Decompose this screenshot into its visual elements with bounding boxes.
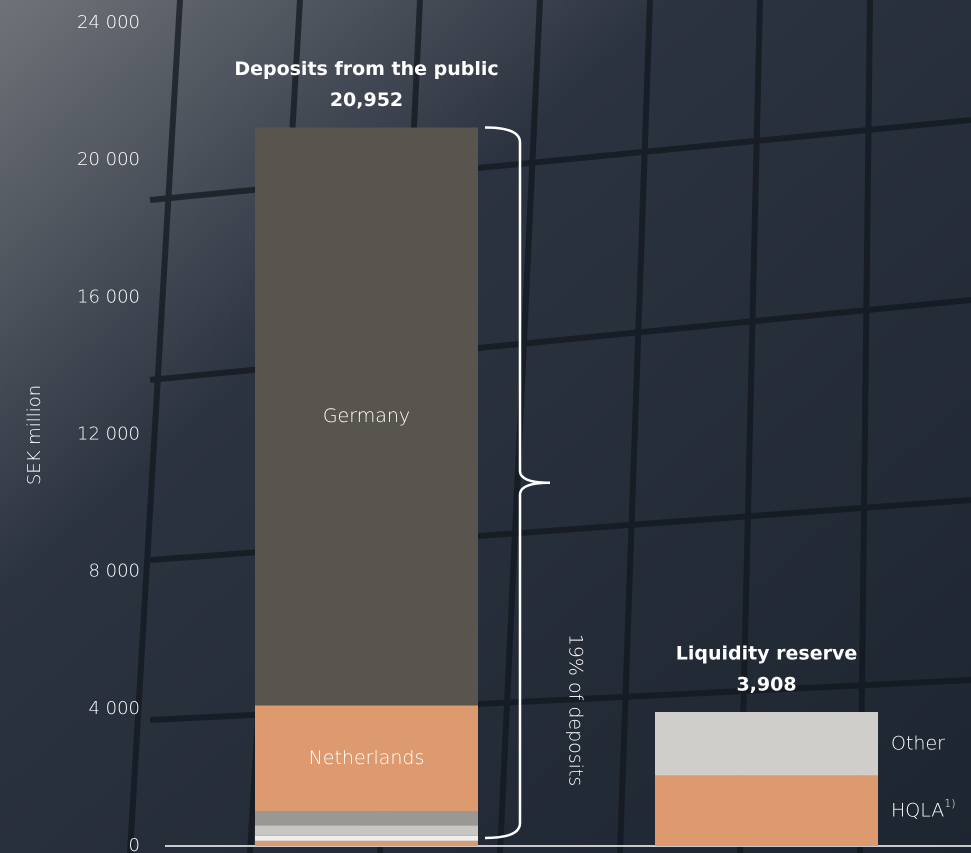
y-tick-label: 20 000 [77,149,140,170]
bar-segment [255,835,478,841]
segment-label: Other [891,732,945,754]
bar-segment [655,775,878,846]
y-tick-label: 4 000 [88,698,140,719]
bar-segment [255,825,478,836]
brace [484,126,551,840]
y-tick-label: 16 000 [77,286,140,307]
bar-title: Deposits from the public [234,58,498,80]
bar-title: Liquidity reserve [676,642,858,664]
y-tick-label: 8 000 [88,561,140,582]
bar-total: 3,908 [736,673,796,695]
footnote: 1) [944,797,955,810]
y-axis-title: SEK million [24,385,45,485]
bar-segment [655,711,878,776]
segment-label: Netherlands [309,747,425,769]
y-tick-label: 24 000 [77,12,140,33]
annotation: 19% of deposits [565,634,587,787]
y-tick-label: 0 [129,835,140,853]
bar-segment [255,840,478,846]
bar-total: 20,952 [330,89,403,111]
segment-label: Germany [323,405,410,427]
bar-segment [255,127,478,706]
bar-segment [255,705,478,812]
bar-segment [255,811,478,826]
y-tick-label: 12 000 [77,424,140,445]
